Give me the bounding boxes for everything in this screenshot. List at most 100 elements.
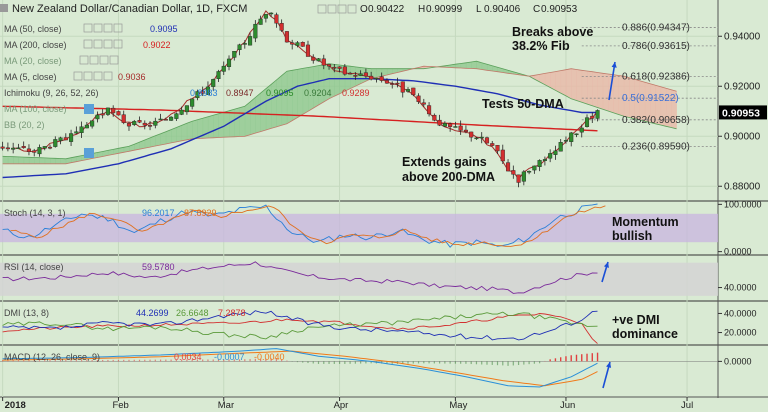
candle-body — [369, 75, 374, 80]
legend-control-icon — [83, 71, 93, 81]
cloud-segment — [55, 158, 61, 164]
senkou-span-b — [2, 65, 677, 165]
cloud-segment — [286, 70, 293, 124]
ohlc-label: L — [476, 4, 482, 15]
cloud-segment — [50, 158, 56, 164]
candle-body — [163, 119, 168, 121]
candle-body — [405, 89, 411, 92]
candlesticks — [0, 12, 600, 188]
rsi-line — [2, 261, 598, 294]
candle-body — [348, 72, 353, 75]
candle-body — [511, 170, 516, 175]
legend-control-icon — [93, 71, 103, 81]
minus-di-line — [2, 311, 598, 340]
candle-body — [416, 95, 421, 102]
cloud-segment — [297, 68, 304, 118]
candle-body — [105, 107, 110, 115]
legend-control-icon — [113, 39, 123, 49]
cloud-segment — [234, 107, 240, 137]
cloud-segment — [118, 147, 125, 154]
macd-signal-value: -0.0040 — [254, 352, 285, 362]
legend-control-icon — [89, 55, 99, 65]
candle-body — [111, 107, 116, 114]
cloud-segment — [471, 61, 477, 69]
rsi-legend-label: RSI (14, close) — [4, 262, 64, 272]
cloud-segment — [60, 158, 67, 164]
fib-label: 0.236(0.89590) — [622, 142, 690, 153]
ohlc-value: 0.90953 — [541, 4, 578, 15]
plus-di-line — [2, 310, 598, 341]
cloud-segment — [71, 156, 77, 163]
candle-body — [100, 113, 105, 116]
time-tick-label: Jul — [681, 400, 693, 411]
ohlc-value: 0.90422 — [368, 4, 405, 15]
cloud-segment — [376, 68, 383, 78]
cloud-segment — [634, 79, 641, 120]
macd-legend-label: MACD (12, 26, close, 9) — [4, 352, 100, 362]
cloud-segment — [292, 69, 298, 121]
annotation-arrow — [608, 61, 616, 101]
candle-body — [116, 111, 121, 116]
legend-control-icon — [99, 55, 109, 65]
cloud-segment — [544, 72, 551, 88]
candle-body — [69, 133, 74, 142]
candle-body — [263, 14, 268, 19]
candle-body — [195, 91, 200, 99]
cloud-segment — [171, 127, 177, 143]
cloud-segment — [229, 109, 235, 137]
annotation-extends-line1: Extends gains — [402, 155, 487, 169]
candle-body — [363, 72, 368, 77]
cloud-segment — [207, 115, 214, 138]
stoch-d-line — [10, 205, 606, 247]
cloud-segment — [65, 157, 72, 164]
annotation-arrow-head — [611, 62, 617, 68]
cloud-segment — [123, 146, 130, 153]
cloud-segment — [7, 156, 14, 164]
cloud-segment — [244, 101, 251, 137]
current-price-label: 0.90953 — [722, 107, 760, 119]
cloud-segment — [318, 64, 325, 105]
candle-body — [300, 42, 305, 47]
cloud-segment — [618, 75, 625, 117]
cloud-segment — [597, 72, 604, 110]
cloud-segment — [2, 156, 9, 164]
candle-body — [269, 12, 274, 15]
candle-body — [174, 113, 179, 119]
annotation-momentum-line1: Momentum — [612, 215, 679, 229]
candle-body — [232, 51, 237, 58]
candle-body — [53, 139, 58, 147]
candle-body — [58, 137, 63, 141]
ma200-legend-value: 0.9022 — [143, 40, 171, 50]
candle-body — [242, 43, 247, 45]
cloud-segment — [186, 121, 193, 140]
grid-lines — [0, 0, 768, 398]
candle-body — [448, 123, 453, 127]
candle-body — [95, 114, 100, 120]
candle-body — [37, 147, 42, 155]
stoch-tick-label: 0.0000 — [724, 247, 752, 257]
macd-tick-label: 0.0000 — [724, 356, 752, 366]
candle-body — [479, 136, 484, 139]
candle-body — [47, 146, 53, 149]
candle-body — [121, 114, 126, 123]
cloud-segment — [671, 89, 677, 129]
cloud-segment — [550, 71, 556, 91]
cloud-segment — [181, 123, 188, 141]
candle-body — [290, 42, 295, 45]
cloud-segment — [281, 71, 288, 126]
legend-control-icon — [327, 4, 337, 14]
cloud-segment — [150, 135, 156, 148]
cloud-segment — [381, 68, 388, 77]
candle-body — [32, 150, 37, 153]
price-tick-label: 0.88000 — [724, 181, 761, 192]
price-tick-label: 0.94000 — [724, 31, 761, 42]
candle-body — [79, 126, 84, 133]
cloud-segment — [271, 80, 277, 129]
ma5-legend-label: MA (5, close) — [4, 72, 57, 82]
candle-body — [484, 137, 490, 144]
adx-line — [2, 313, 598, 344]
moving-averages — [2, 10, 598, 180]
settings-icon — [84, 104, 94, 114]
cloud-segment — [250, 97, 256, 135]
